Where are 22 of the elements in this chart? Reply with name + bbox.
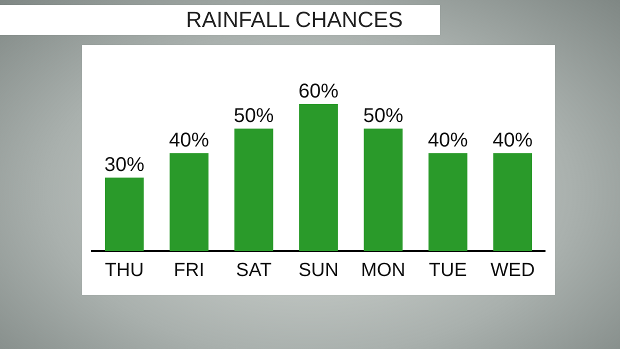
bar	[170, 153, 208, 252]
x-tick-label: MON	[361, 260, 406, 281]
x-tick-label: TUE	[428, 260, 467, 281]
data-label: 40%	[492, 130, 533, 152]
x-tick-label: WED	[490, 260, 535, 281]
x-tick-label: FRI	[174, 260, 204, 281]
data-label: 60%	[298, 80, 339, 103]
data-label: 40%	[428, 130, 468, 152]
data-label: 30%	[104, 154, 145, 176]
bar	[234, 128, 274, 252]
bar	[299, 104, 338, 252]
data-label: 50%	[363, 105, 404, 128]
bar	[364, 128, 403, 252]
x-tick-label: SAT	[236, 260, 272, 281]
data-label: 50%	[234, 105, 274, 128]
bar	[104, 178, 144, 252]
x-tick-label: SUN	[298, 260, 339, 281]
bar	[493, 153, 532, 252]
bar	[428, 153, 468, 252]
x-tick-label: THU	[104, 260, 144, 281]
data-label: 40%	[169, 130, 210, 152]
chart-title: RAINFALL CHANCES	[186, 6, 403, 34]
